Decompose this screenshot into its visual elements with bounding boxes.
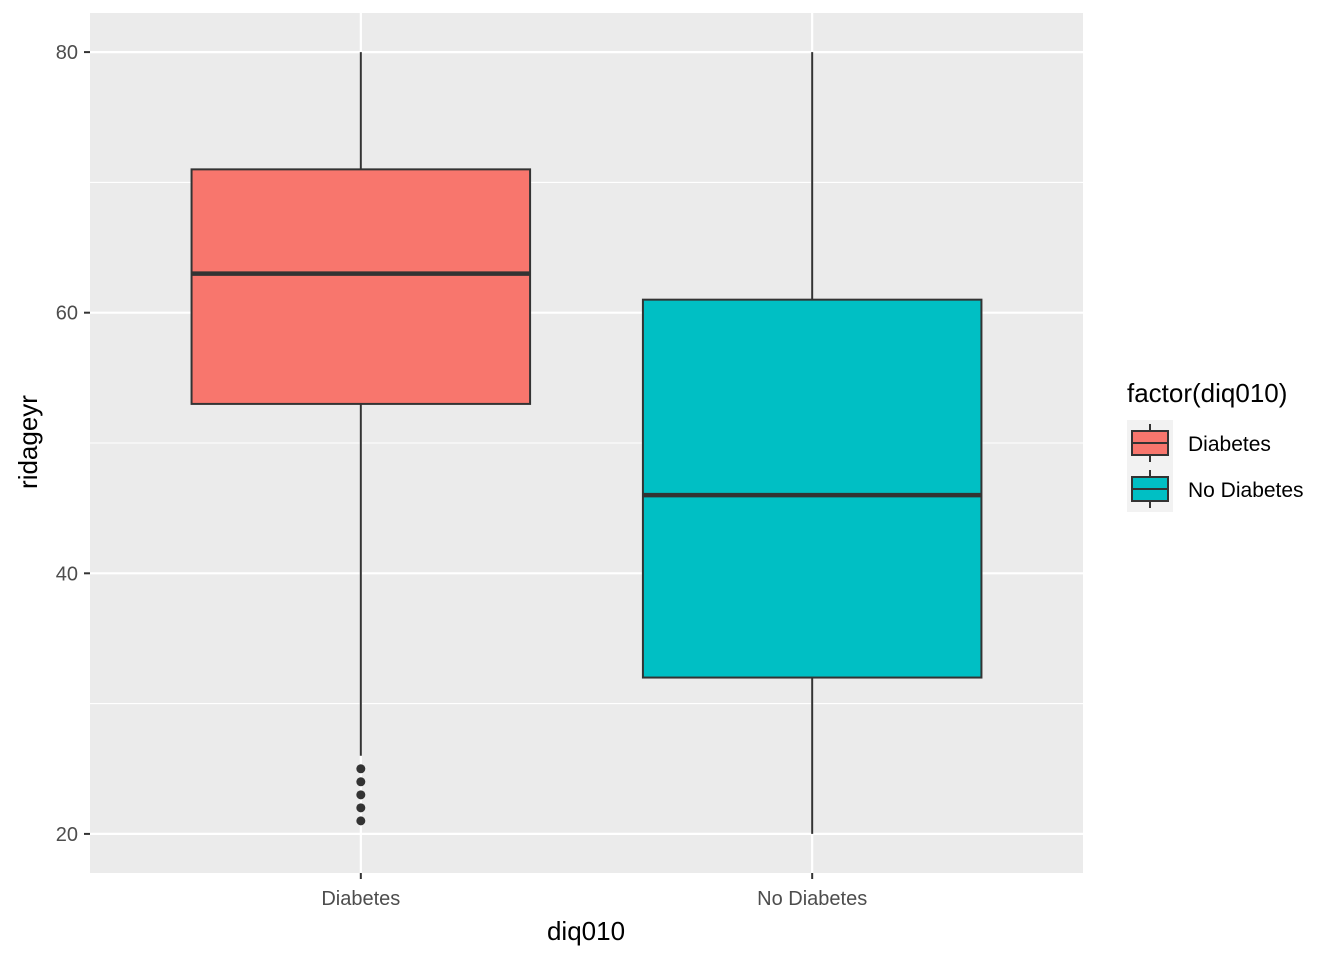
y-tick-label: 80: [56, 42, 78, 64]
legend-item-diabetes: Diabetes: [1127, 420, 1271, 466]
outlier-point: [356, 803, 366, 813]
legend-label: Diabetes: [1188, 433, 1271, 456]
y-axis: 20 40 60 80: [56, 42, 90, 846]
legend-item-no-diabetes: No Diabetes: [1127, 466, 1304, 512]
outlier-point: [356, 764, 366, 774]
boxes-layer: [190, 52, 983, 834]
box-iqr: [190, 168, 532, 405]
box-diabetes: [190, 52, 532, 826]
legend-keys: Diabetes No Diabetes: [1127, 420, 1304, 512]
x-tick-label: No Diabetes: [757, 888, 867, 910]
outlier-point: [356, 777, 366, 787]
legend-label: No Diabetes: [1188, 479, 1304, 502]
y-tick-label: 60: [56, 303, 78, 325]
outlier-point: [356, 816, 366, 826]
x-axis: Diabetes No Diabetes: [321, 873, 867, 910]
y-axis-title: ridageyr: [13, 395, 43, 489]
box-no-diabetes: [641, 52, 983, 834]
outlier-point: [356, 790, 366, 800]
legend: factor(diq010) Diabetes No Diabetes: [1127, 378, 1304, 512]
y-tick-label: 40: [56, 563, 78, 585]
box-iqr: [641, 298, 983, 679]
x-axis-title: diq010: [547, 916, 625, 946]
x-tick-label: Diabetes: [321, 888, 400, 910]
legend-title: factor(diq010): [1127, 378, 1287, 408]
y-tick-label: 20: [56, 824, 78, 846]
